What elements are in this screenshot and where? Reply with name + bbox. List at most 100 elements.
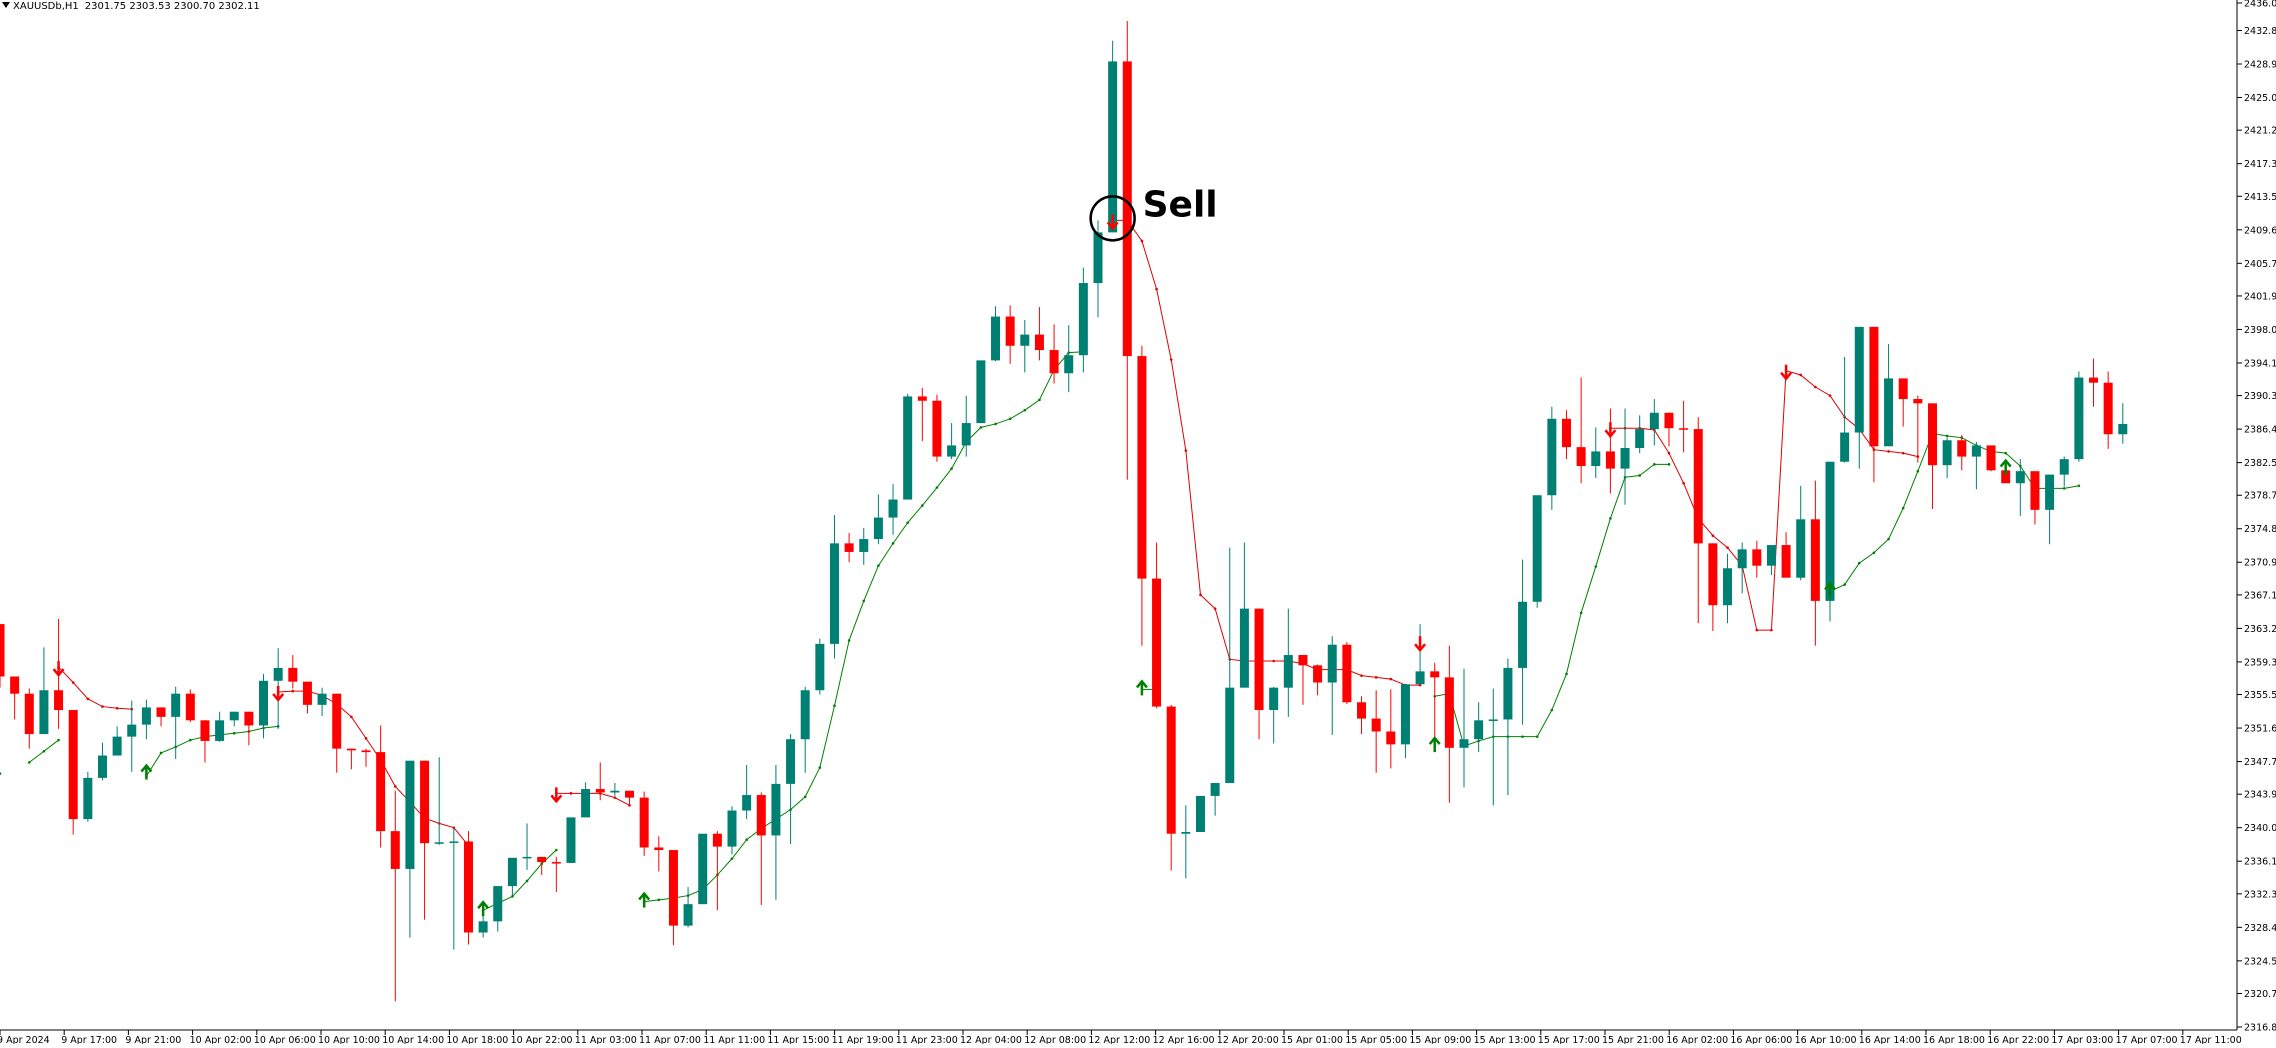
candle-body [1137, 356, 1147, 579]
candle [1898, 378, 1908, 427]
trail-up-dot [555, 848, 558, 852]
candle [229, 711, 239, 727]
candle-body [1093, 232, 1103, 284]
candle [185, 689, 195, 723]
candle [1810, 480, 1820, 646]
candle [1547, 406, 1557, 510]
candle [1708, 543, 1718, 631]
candle-body [1810, 519, 1820, 601]
candle [947, 423, 957, 460]
candle-body [273, 667, 283, 681]
candle-body [1884, 378, 1894, 447]
candle [2103, 371, 2113, 449]
candle-body [1635, 429, 1645, 448]
trail-up-line [145, 725, 279, 777]
trail-down-dot [115, 706, 119, 710]
candle [1327, 636, 1337, 735]
candle-body [1195, 795, 1205, 832]
candle [610, 783, 620, 796]
trail-down-dot [1755, 628, 1759, 632]
time-tick-label: 12 Apr 12:00 [1088, 1035, 1150, 1044]
candle-body [815, 643, 825, 691]
trail-up-dot [2077, 484, 2081, 488]
candle [639, 791, 649, 857]
candle [537, 856, 547, 875]
candle [244, 711, 254, 746]
candle [1122, 21, 1132, 480]
trail-up-dot [1916, 469, 1920, 473]
candle [390, 790, 400, 1002]
candle-body [1225, 687, 1235, 784]
candle-body [1386, 731, 1396, 745]
candle [1298, 655, 1308, 705]
candle [800, 686, 810, 773]
time-tick-label: 9 Apr 2024 [0, 1035, 50, 1044]
time-tick-label: 15 Apr 17:00 [1538, 1035, 1600, 1044]
trail-up-dot [1857, 561, 1861, 565]
candle-body [288, 667, 298, 682]
candle [961, 395, 971, 457]
chevron-down-icon[interactable] [2, 2, 10, 8]
candle-body [1313, 665, 1323, 683]
trail-up-dot [657, 898, 661, 902]
trail-up-dot [1945, 434, 1949, 438]
candle [595, 762, 605, 801]
candle-body [1927, 403, 1937, 466]
candle [1854, 326, 1864, 469]
price-tick-label: 2332.30 [2244, 889, 2276, 900]
candle-body [683, 904, 693, 926]
trail-down-dot [1901, 451, 1905, 455]
candle-body [786, 739, 796, 784]
candle [2059, 456, 2069, 487]
candle-body [654, 847, 664, 851]
trail-up-dot [42, 749, 46, 753]
candle-body [2001, 470, 2011, 484]
candle [1005, 305, 1015, 364]
candle-body [1181, 831, 1191, 834]
candle-body [1488, 719, 1498, 721]
candle-body [1122, 61, 1132, 357]
candle-body [1547, 418, 1557, 496]
candle-body [1078, 283, 1088, 356]
trail-up-dot [847, 639, 851, 642]
candle [1737, 542, 1747, 594]
price-tick-label: 2390.30 [2244, 391, 2276, 402]
candle-body [0, 624, 5, 677]
candle-body [1781, 545, 1791, 578]
candle-body [1664, 412, 1674, 429]
candle-body [39, 690, 49, 735]
candle [1239, 542, 1249, 688]
trail-down-dot [1799, 373, 1803, 377]
sell-arrow-icon [52, 661, 65, 678]
candle-body [171, 693, 181, 717]
candle [1254, 608, 1264, 740]
trail-up-dot [159, 751, 163, 755]
candle [1620, 408, 1630, 505]
candle [171, 686, 181, 759]
trail-up-dot [525, 879, 529, 883]
candle-body [800, 690, 810, 740]
candle-body [1210, 783, 1220, 796]
candle [1635, 415, 1645, 454]
trail-down-dot [1199, 593, 1202, 597]
candle [1357, 696, 1367, 735]
candle [581, 782, 591, 818]
candle [1576, 377, 1586, 484]
candle [1971, 441, 1981, 490]
candle-body [2015, 471, 2025, 484]
candle [1488, 688, 1498, 806]
trail-down-dot [1770, 628, 1773, 632]
candle [434, 757, 444, 845]
candle [1884, 344, 1894, 447]
trail-down-dot [86, 697, 90, 701]
candle [712, 831, 722, 911]
ohlc-readout: 2301.75 2303.53 2300.70 2302.11 [84, 1, 260, 12]
candle [1342, 642, 1352, 704]
candle [829, 515, 839, 659]
candle-body [507, 857, 517, 887]
time-tick-label: 12 Apr 20:00 [1217, 1035, 1279, 1044]
candle-body [698, 833, 708, 905]
trail-up-dot [1579, 611, 1583, 615]
